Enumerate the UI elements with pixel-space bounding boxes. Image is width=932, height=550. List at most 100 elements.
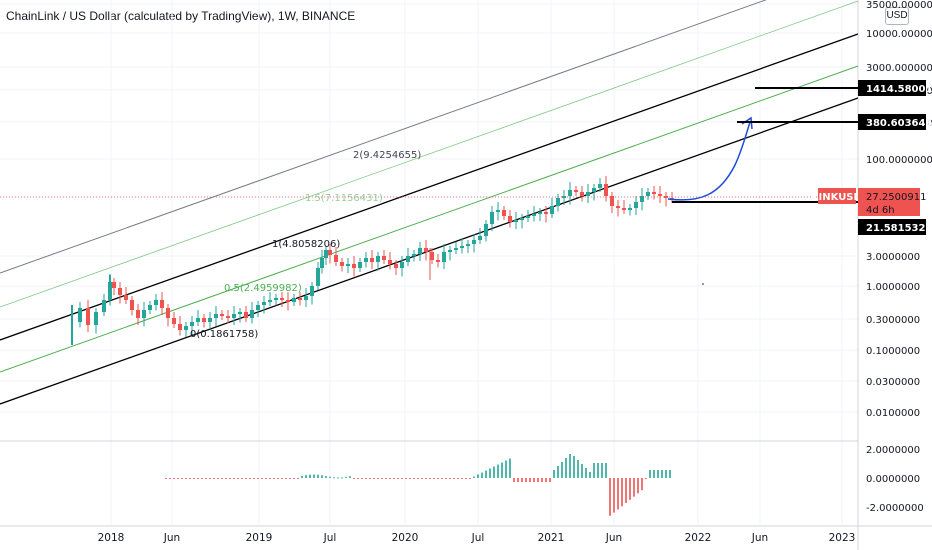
candle-body (256, 305, 260, 310)
channel-level-1.5 (0, 0, 859, 308)
candle-body (472, 240, 476, 244)
osc-bar (265, 478, 267, 479)
target-price-text: 1414.5800172 (866, 84, 932, 95)
osc-bar (641, 478, 643, 491)
candle-body (358, 262, 362, 268)
candle-body (244, 312, 248, 318)
candle-body (394, 264, 398, 268)
x-tick-label: 2023 (829, 532, 856, 544)
candle-body (646, 192, 650, 196)
channel-level-0 (0, 97, 859, 405)
current-price-badge (858, 188, 920, 216)
osc-bar (329, 476, 331, 478)
osc-bar (193, 478, 195, 479)
osc-bar (493, 466, 495, 478)
y-tick-label: 0.1000000 (866, 346, 920, 357)
osc-bar (637, 478, 639, 494)
candle-body (78, 308, 82, 322)
osc-bar (573, 456, 575, 478)
osc-bar (205, 478, 207, 479)
candle-body (178, 324, 182, 330)
y-tick-label: 1.0000000 (866, 282, 920, 293)
candle-body (502, 210, 506, 216)
y-tick-label: 0.3000000 (866, 315, 920, 326)
candle-body (454, 248, 458, 250)
candle-body (214, 314, 218, 318)
y-tick-label: 100.0000000 (866, 155, 932, 166)
target-price-badge (858, 80, 926, 96)
candle-body (604, 184, 608, 196)
candle-body (520, 218, 524, 220)
osc-bar (437, 478, 439, 479)
x-tick-label: Jun (751, 532, 768, 544)
osc-bar (441, 478, 443, 479)
osc-bar (209, 478, 211, 479)
osc-bar (261, 478, 263, 479)
x-tick-label: 2019 (246, 532, 273, 544)
candle-body (172, 318, 176, 324)
fib-label: 1.5(7.1156431) (305, 193, 383, 204)
candle-body (298, 298, 302, 300)
osc-bar (485, 470, 487, 478)
candle-body (556, 198, 560, 206)
candle-body (190, 322, 194, 326)
candle-body (238, 312, 242, 314)
osc-bar (661, 470, 663, 478)
osc-bar (585, 468, 587, 478)
candle-body (382, 256, 386, 260)
candle-body (202, 318, 206, 322)
candle-body (370, 258, 374, 262)
candle-body (544, 212, 548, 214)
symbol-badge-text: LINKUSD (812, 192, 862, 203)
osc-tick-label: 2.0000000 (866, 445, 920, 456)
candle-body (334, 255, 338, 262)
osc-bar (517, 478, 519, 482)
osc-bar (553, 470, 555, 478)
osc-bar (541, 478, 543, 482)
candle-body (274, 298, 278, 300)
osc-bar (237, 478, 239, 479)
candle-body (112, 282, 116, 288)
x-tick-label: Jul (471, 532, 485, 544)
x-tick-label: Jun (163, 532, 180, 544)
osc-bar (321, 475, 323, 478)
osc-bar (169, 478, 171, 479)
osc-bar (617, 478, 619, 510)
annotations: 0(0.1861758) 0.5(2.4959982) 1(4.8058206) 1.… (0, 87, 858, 340)
candle-body (592, 188, 596, 192)
candle-body (448, 250, 452, 252)
osc-bar (201, 478, 203, 479)
osc-bar (649, 470, 651, 478)
currency-button[interactable]: USD (885, 7, 909, 25)
x-tick-label: 2022 (685, 532, 712, 544)
osc-bar (353, 478, 355, 479)
candle-body (262, 302, 266, 305)
osc-bar (285, 478, 287, 479)
osc-bar (613, 478, 615, 513)
y-tick-label: 3000.0000000 (866, 63, 932, 74)
candle-body (418, 248, 422, 254)
projection-curve (667, 121, 751, 201)
candle-body (574, 190, 578, 192)
osc-bar (257, 478, 259, 479)
osc-bar (561, 462, 563, 478)
osc-bar (557, 466, 559, 478)
osc-bar (609, 478, 611, 516)
channel-level-2 (0, 0, 767, 274)
osc-bar (421, 478, 423, 479)
countdown-text: 4d 6h (866, 205, 895, 216)
target-price-badge (858, 219, 926, 235)
osc-bar (625, 478, 627, 503)
osc-bar (317, 474, 319, 478)
osc-bar (593, 463, 595, 478)
osc-bar (469, 478, 471, 479)
candle-body (124, 295, 128, 300)
osc-bar (481, 472, 483, 478)
candle-body (490, 212, 494, 224)
fib-label: 2(9.4254655) (353, 150, 421, 161)
osc-bar (601, 463, 603, 478)
candle-body (514, 220, 518, 222)
candle-body (652, 192, 656, 194)
